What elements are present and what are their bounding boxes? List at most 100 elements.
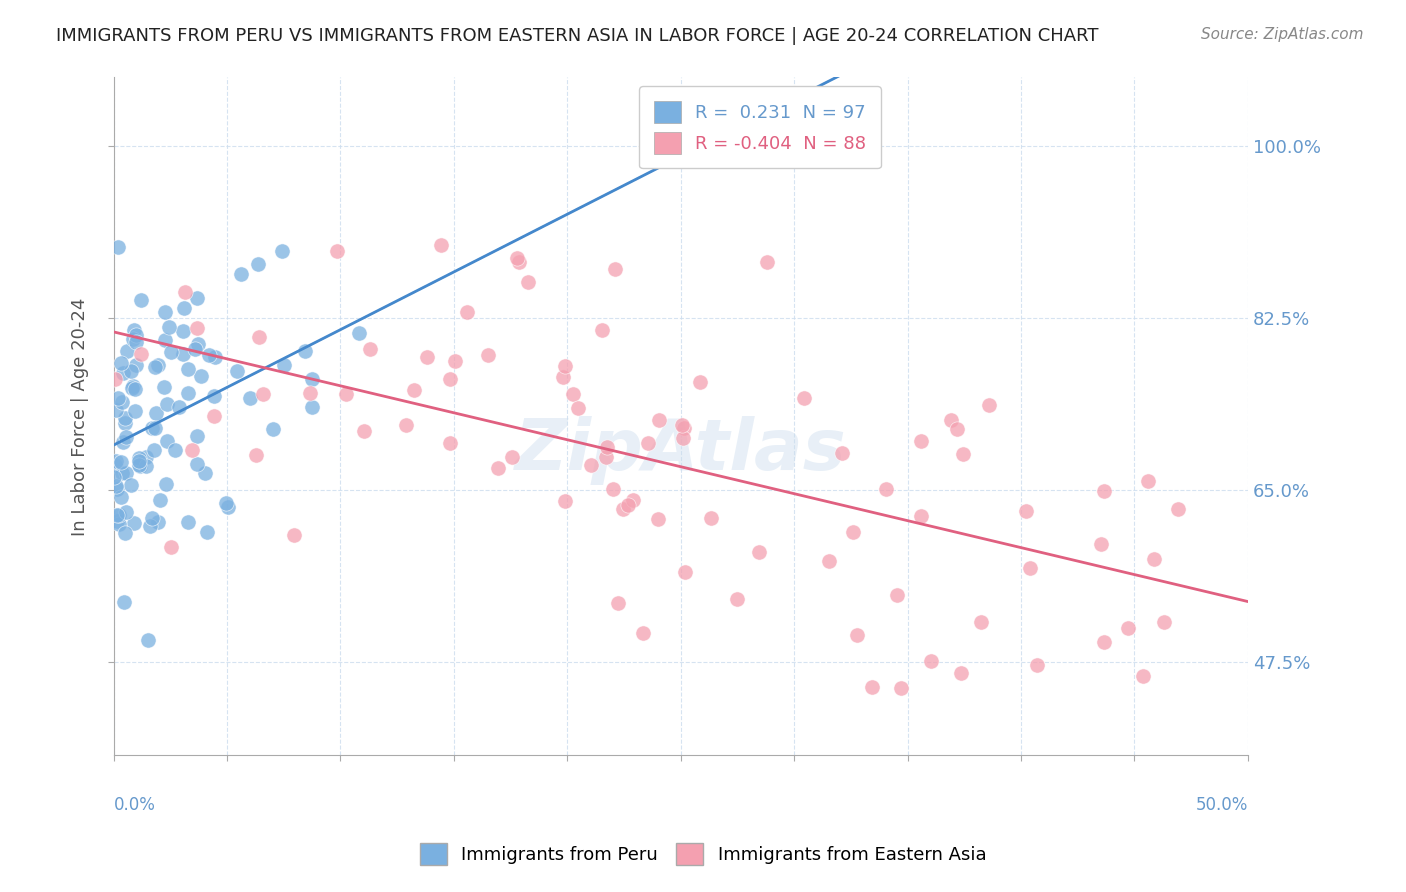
Point: [349, 326, 371, 341]
Text: ZipAtlas: ZipAtlas: [515, 416, 846, 484]
Point: [595, 440, 617, 454]
Point: [672, 431, 695, 445]
Point: [167, 400, 190, 414]
Point: [115, 467, 138, 481]
Point: [671, 418, 693, 433]
Point: [952, 447, 974, 461]
Text: Source: ZipAtlas.com: Source: ZipAtlas.com: [1201, 27, 1364, 42]
Point: [946, 422, 969, 436]
Point: [194, 466, 217, 480]
Point: [107, 391, 129, 405]
Point: [444, 354, 467, 368]
Point: [186, 321, 208, 335]
Point: [294, 343, 316, 358]
Point: [335, 387, 357, 401]
Point: [602, 483, 624, 497]
Point: [125, 328, 148, 343]
Point: [136, 632, 159, 647]
Point: [124, 404, 146, 418]
Point: [818, 554, 841, 568]
Point: [156, 434, 179, 449]
Point: [579, 458, 602, 472]
Point: [605, 261, 627, 276]
Point: [1153, 615, 1175, 630]
Point: [273, 358, 295, 372]
Point: [104, 458, 127, 472]
Point: [128, 458, 150, 472]
Point: [606, 596, 628, 610]
Point: [186, 428, 208, 442]
Point: [135, 450, 157, 464]
Point: [353, 424, 375, 438]
Point: [110, 356, 132, 370]
Point: [176, 362, 198, 376]
Point: [105, 482, 128, 496]
Y-axis label: In Labor Force | Age 20-24: In Labor Force | Age 20-24: [72, 297, 89, 535]
Text: IMMIGRANTS FROM PERU VS IMMIGRANTS FROM EASTERN ASIA IN LABOR FORCE | AGE 20-24 : IMMIGRANTS FROM PERU VS IMMIGRANTS FROM …: [56, 27, 1098, 45]
Legend: R =  0.231  N = 97, R = -0.404  N = 88: R = 0.231 N = 97, R = -0.404 N = 88: [640, 87, 880, 169]
Point: [129, 459, 152, 474]
Point: [1026, 657, 1049, 672]
Point: [173, 301, 195, 315]
Point: [920, 655, 942, 669]
Point: [842, 525, 865, 540]
Point: [155, 397, 177, 411]
Point: [110, 454, 132, 468]
Point: [112, 435, 135, 450]
Point: [104, 403, 127, 417]
Point: [647, 511, 669, 525]
Point: [554, 359, 576, 373]
Point: [756, 255, 779, 269]
Point: [1092, 483, 1115, 498]
Point: [283, 527, 305, 541]
Point: [215, 496, 238, 510]
Point: [103, 470, 125, 484]
Point: [146, 515, 169, 529]
Point: [1090, 536, 1112, 550]
Point: [115, 429, 138, 443]
Point: [155, 304, 177, 318]
Point: [186, 291, 208, 305]
Point: [139, 518, 162, 533]
Point: [359, 343, 381, 357]
Point: [831, 445, 853, 459]
Point: [554, 494, 576, 508]
Point: [143, 421, 166, 435]
Point: [1092, 635, 1115, 649]
Point: [517, 275, 540, 289]
Point: [299, 385, 322, 400]
Point: [125, 334, 148, 349]
Point: [120, 478, 142, 492]
Point: [202, 409, 225, 423]
Point: [247, 330, 270, 344]
Point: [125, 358, 148, 372]
Point: [165, 442, 187, 457]
Point: [114, 416, 136, 430]
Point: [508, 254, 530, 268]
Point: [890, 681, 912, 695]
Point: [910, 509, 932, 524]
Point: [477, 348, 499, 362]
Point: [252, 387, 274, 401]
Point: [122, 332, 145, 346]
Point: [131, 293, 153, 308]
Point: [456, 305, 478, 319]
Point: [128, 454, 150, 468]
Point: [114, 411, 136, 425]
Point: [301, 400, 323, 414]
Point: [939, 413, 962, 427]
Point: [115, 505, 138, 519]
Point: [637, 436, 659, 450]
Point: [111, 467, 134, 481]
Point: [439, 372, 461, 386]
Point: [1137, 475, 1160, 489]
Point: [198, 348, 221, 362]
Point: [129, 347, 152, 361]
Point: [612, 502, 634, 516]
Point: [172, 324, 194, 338]
Point: [122, 516, 145, 530]
Point: [105, 514, 128, 528]
Point: [1015, 504, 1038, 518]
Point: [562, 387, 585, 401]
Point: [595, 450, 617, 464]
